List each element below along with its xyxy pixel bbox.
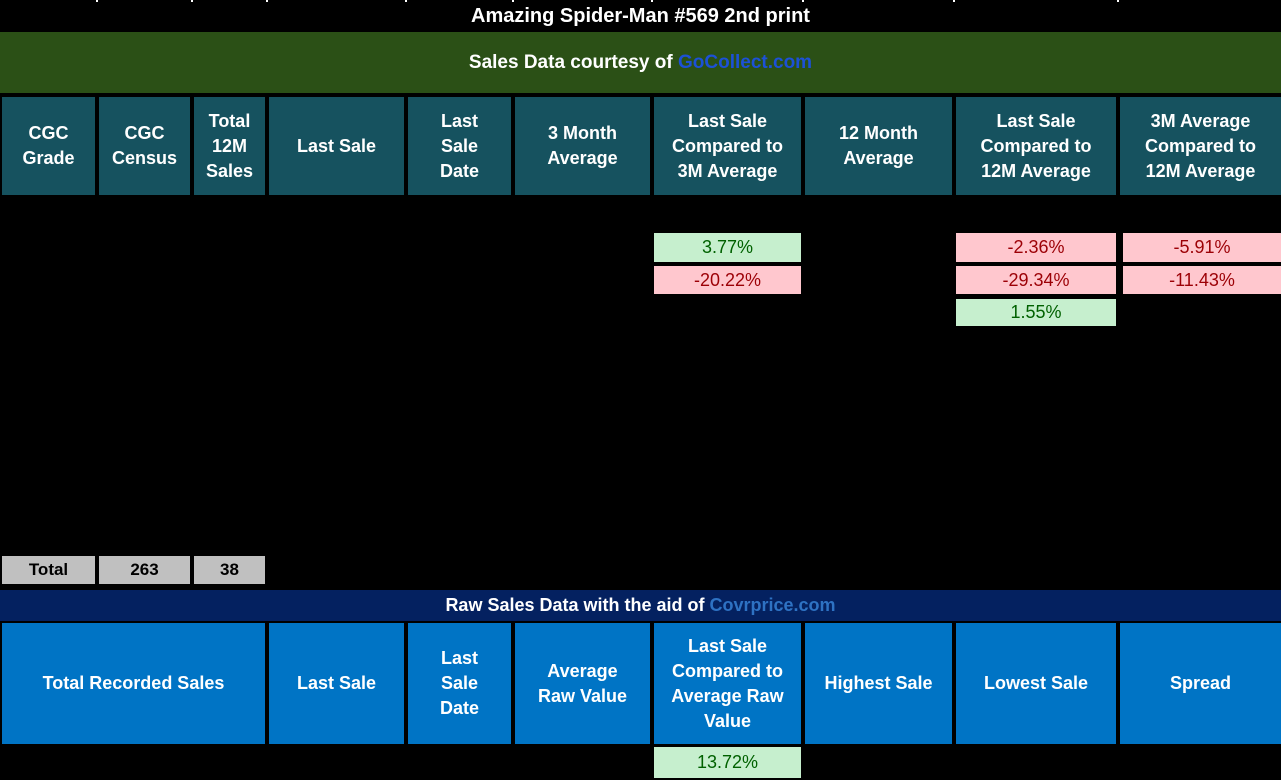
gocollect-link[interactable]: GoCollect.com <box>678 51 813 73</box>
percent-cell-last-sale-vs-avg-raw: 13.72% <box>654 747 801 778</box>
grid-tick <box>953 0 955 2</box>
column-header-raw-last-sale: Last Sale <box>269 623 404 744</box>
column-header-12-month-average: 12 Month Average <box>805 97 952 195</box>
column-header-cgc-grade: CGC Grade <box>2 97 95 195</box>
column-header-lowest-sale: Lowest Sale <box>956 623 1116 744</box>
covrprice-banner-text: Raw Sales Data with the aid of <box>445 595 710 615</box>
column-header-highest-sale: Highest Sale <box>805 623 952 744</box>
covrprice-link[interactable]: Covrprice.com <box>709 595 836 615</box>
column-header-average-raw-value: Average Raw Value <box>515 623 650 744</box>
grid-tick <box>266 0 268 2</box>
percent-cell-3m-vs-12m-row1: -5.91% <box>1123 233 1281 262</box>
column-header-last-sale-date: Last Sale Date <box>408 97 511 195</box>
total-label-cell: Total <box>2 556 95 584</box>
column-header-total-12m-sales: Total 12M Sales <box>194 97 265 195</box>
grid-tick <box>1117 0 1119 2</box>
grid-tick <box>405 0 407 2</box>
percent-cell-last-sale-vs-12m-row1: -2.36% <box>956 233 1116 262</box>
gocollect-banner-text: Sales Data courtesy of <box>468 51 678 73</box>
column-header-raw-last-sale-date: Last Sale Date <box>408 623 511 744</box>
column-header-last-sale: Last Sale <box>269 97 404 195</box>
column-header-3m-vs-12m: 3M Average Compared to 12M Average <box>1120 97 1281 195</box>
percent-cell-last-sale-vs-12m-row3: 1.55% <box>956 299 1116 326</box>
column-header-last-sale-vs-3m: Last Sale Compared to 3M Average <box>654 97 801 195</box>
percent-cell-3m-vs-12m-row2: -11.43% <box>1123 266 1281 294</box>
covrprice-banner: Raw Sales Data with the aid of Covrprice… <box>0 590 1281 621</box>
gocollect-banner: Sales Data courtesy of GoCollect.com <box>0 32 1281 93</box>
percent-cell-last-sale-vs-12m-row2: -29.34% <box>956 266 1116 294</box>
total-census-cell: 263 <box>99 556 190 584</box>
grid-tick <box>651 0 653 2</box>
column-header-cgc-census: CGC Census <box>99 97 190 195</box>
grid-tick <box>96 0 98 2</box>
total-12m-sales-cell: 38 <box>194 556 265 584</box>
grid-tick <box>802 0 804 2</box>
column-header-total-recorded-sales: Total Recorded Sales <box>2 623 265 744</box>
column-header-3-month-average: 3 Month Average <box>515 97 650 195</box>
column-header-last-sale-vs-avg-raw: Last Sale Compared to Average Raw Value <box>654 623 801 744</box>
grid-tick <box>191 0 193 2</box>
title-bar: Amazing Spider-Man #569 2nd print <box>0 0 1281 32</box>
page-title: Amazing Spider-Man #569 2nd print <box>471 4 810 27</box>
grid-tick <box>512 0 514 2</box>
percent-cell-last-sale-vs-3m-row1: 3.77% <box>654 233 801 262</box>
column-header-last-sale-vs-12m: Last Sale Compared to 12M Average <box>956 97 1116 195</box>
percent-cell-last-sale-vs-3m-row2: -20.22% <box>654 266 801 294</box>
column-header-spread: Spread <box>1120 623 1281 744</box>
